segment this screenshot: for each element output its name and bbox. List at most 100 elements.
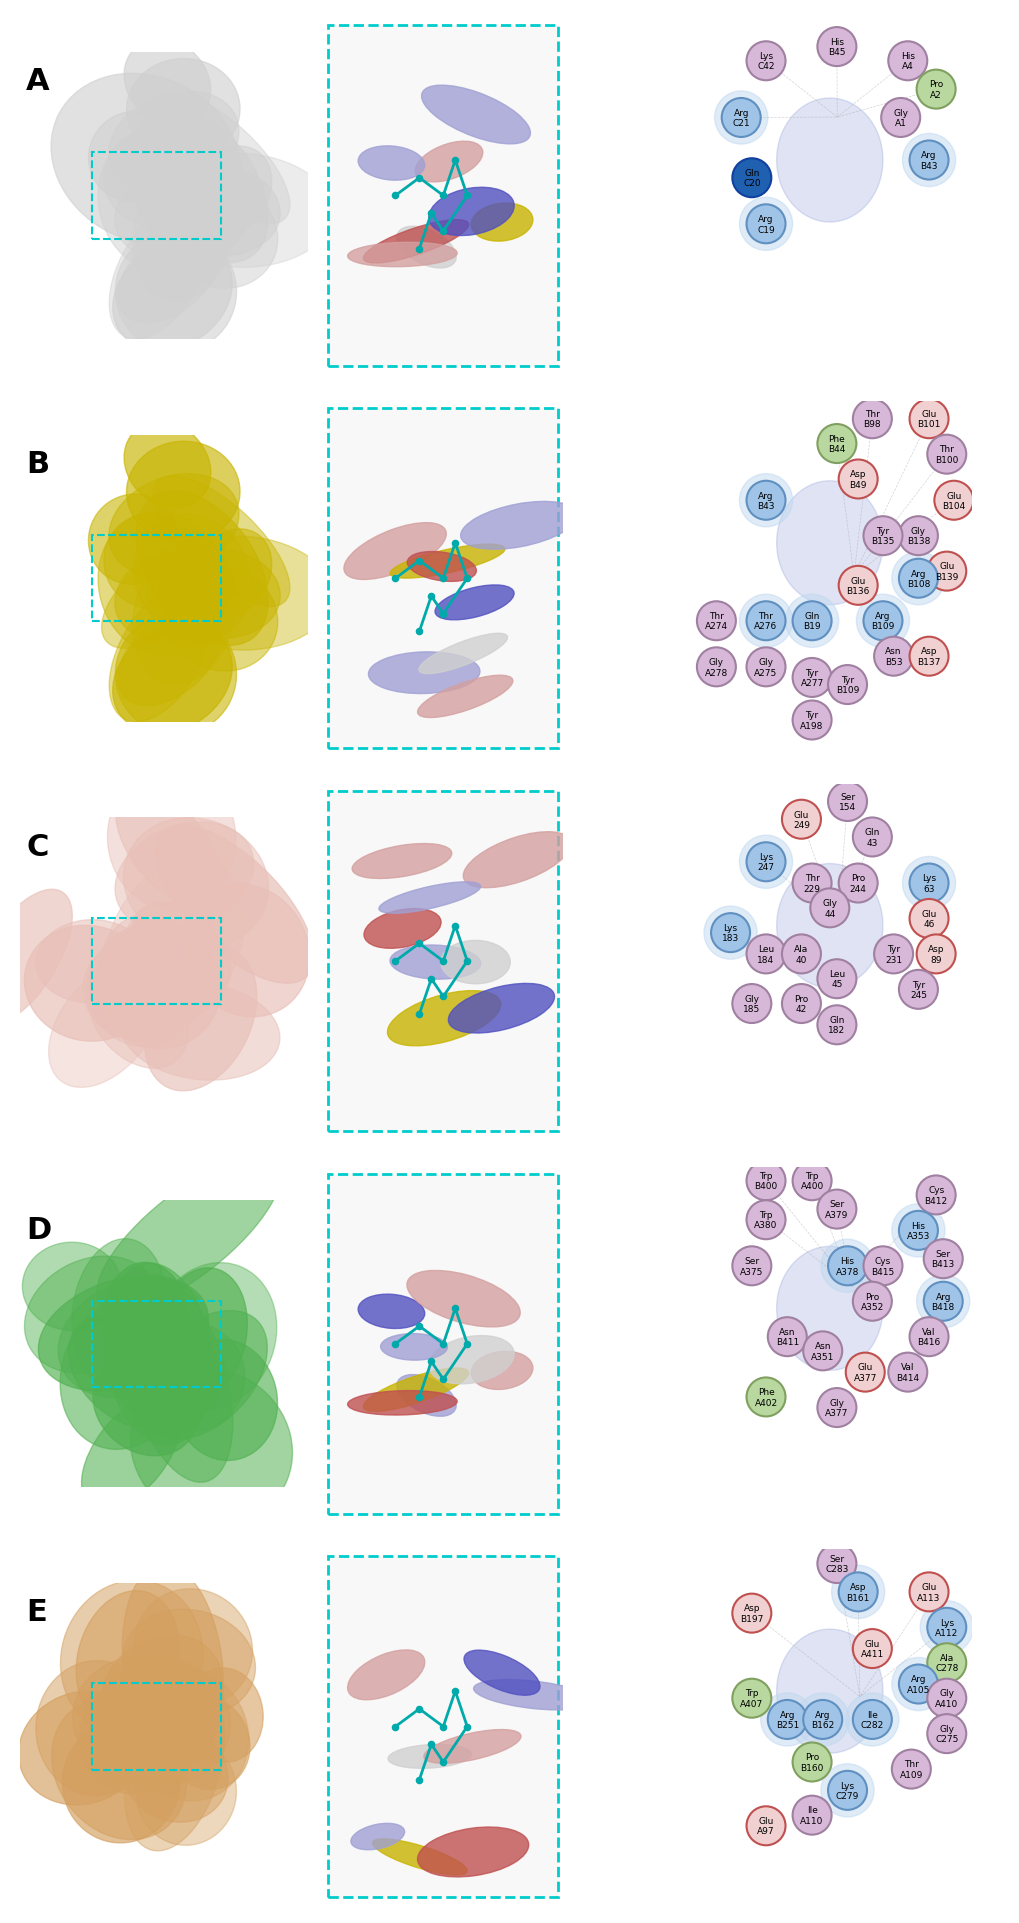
Text: Gln
182: Gln 182: [827, 1015, 845, 1035]
Circle shape: [926, 1679, 965, 1717]
Text: Tyr
A277: Tyr A277: [800, 669, 823, 688]
Circle shape: [909, 1573, 948, 1611]
Circle shape: [863, 602, 902, 640]
Circle shape: [767, 1700, 806, 1738]
Text: Glu
46: Glu 46: [920, 910, 935, 929]
Text: Asn
A351: Asn A351: [810, 1342, 834, 1361]
Text: D: D: [26, 1215, 51, 1244]
Ellipse shape: [407, 552, 476, 583]
Circle shape: [820, 1240, 873, 1292]
Ellipse shape: [440, 940, 510, 985]
Circle shape: [802, 1700, 842, 1738]
Text: Glu
A97: Glu A97: [756, 1815, 774, 1836]
Circle shape: [898, 560, 937, 598]
Circle shape: [891, 552, 944, 606]
Circle shape: [863, 517, 902, 556]
Point: [435, 217, 451, 248]
Circle shape: [816, 425, 856, 463]
Ellipse shape: [424, 1729, 521, 1763]
Ellipse shape: [0, 890, 72, 1027]
Ellipse shape: [190, 146, 271, 237]
Text: Gly
A410: Gly A410: [934, 1688, 958, 1708]
Ellipse shape: [18, 1690, 147, 1806]
Circle shape: [891, 1658, 944, 1711]
Ellipse shape: [24, 1256, 160, 1373]
Ellipse shape: [387, 1744, 471, 1769]
Ellipse shape: [165, 1698, 250, 1790]
Ellipse shape: [98, 1669, 207, 1773]
Point: [411, 1765, 427, 1796]
Point: [411, 1311, 427, 1342]
Text: Phe
B44: Phe B44: [827, 435, 845, 454]
Ellipse shape: [389, 946, 480, 979]
Circle shape: [816, 1006, 856, 1044]
Ellipse shape: [93, 1356, 198, 1456]
Circle shape: [873, 637, 912, 677]
Circle shape: [792, 1161, 830, 1200]
Text: Glu
B101: Glu B101: [916, 410, 940, 429]
Ellipse shape: [461, 502, 577, 550]
Text: Ala
C278: Ala C278: [934, 1654, 958, 1673]
Text: Trp
A400: Trp A400: [800, 1171, 823, 1190]
Ellipse shape: [104, 513, 197, 610]
Circle shape: [703, 906, 756, 960]
Text: Glu
B104: Glu B104: [942, 490, 965, 512]
Circle shape: [845, 1692, 898, 1746]
Ellipse shape: [358, 146, 424, 181]
Circle shape: [852, 1700, 891, 1738]
Point: [411, 546, 427, 577]
Circle shape: [796, 1692, 849, 1746]
Circle shape: [926, 552, 965, 592]
Text: Asn
B53: Asn B53: [883, 648, 902, 667]
Text: Ser
A375: Ser A375: [740, 1256, 763, 1275]
Ellipse shape: [347, 1390, 457, 1415]
Ellipse shape: [396, 227, 455, 269]
Text: Glu
249: Glu 249: [792, 810, 809, 829]
Circle shape: [909, 1317, 948, 1356]
Point: [446, 912, 463, 942]
Text: His
A378: His A378: [835, 1256, 858, 1275]
Circle shape: [909, 637, 948, 677]
Ellipse shape: [84, 942, 187, 1040]
Text: B: B: [26, 450, 49, 479]
Point: [387, 946, 404, 977]
Ellipse shape: [415, 142, 482, 183]
Text: Pro
A352: Pro A352: [860, 1292, 883, 1311]
Circle shape: [782, 985, 820, 1023]
Circle shape: [909, 900, 948, 938]
Point: [411, 235, 427, 265]
Circle shape: [926, 435, 965, 475]
Circle shape: [852, 1283, 891, 1321]
Text: Ala
40: Ala 40: [794, 944, 808, 963]
Circle shape: [827, 665, 866, 704]
Circle shape: [902, 858, 955, 910]
Point: [411, 1000, 427, 1031]
Text: Arg
B43: Arg B43: [756, 490, 774, 512]
Text: Glu
B139: Glu B139: [934, 562, 958, 581]
Ellipse shape: [149, 1263, 276, 1410]
Circle shape: [888, 1354, 926, 1392]
Circle shape: [891, 1204, 944, 1258]
Circle shape: [909, 863, 948, 904]
Ellipse shape: [122, 1725, 227, 1823]
Point: [423, 1346, 439, 1377]
Text: Trp
B400: Trp B400: [754, 1171, 776, 1190]
Ellipse shape: [126, 442, 239, 544]
Text: Asp
B197: Asp B197: [740, 1604, 763, 1623]
Bar: [92, 154, 221, 238]
Circle shape: [816, 960, 856, 998]
Point: [435, 981, 451, 1011]
Circle shape: [802, 1333, 842, 1371]
Ellipse shape: [76, 1590, 178, 1727]
Point: [387, 563, 404, 594]
Ellipse shape: [407, 1271, 520, 1327]
Ellipse shape: [153, 94, 289, 225]
Ellipse shape: [89, 112, 178, 202]
Ellipse shape: [115, 231, 236, 354]
Circle shape: [792, 863, 830, 904]
Circle shape: [746, 648, 785, 687]
Ellipse shape: [49, 963, 162, 1088]
Ellipse shape: [101, 1635, 222, 1748]
Text: Ser
154: Ser 154: [839, 792, 855, 812]
Ellipse shape: [109, 204, 211, 340]
